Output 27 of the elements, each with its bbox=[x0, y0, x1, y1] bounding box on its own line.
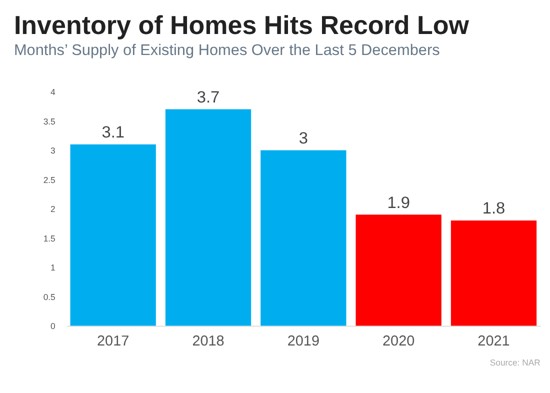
data-label: 1.8 bbox=[482, 200, 506, 218]
data-label: 3.7 bbox=[196, 88, 220, 107]
y-tick-label: 2 bbox=[50, 204, 56, 214]
y-tick-label: 1.5 bbox=[43, 233, 56, 244]
y-tick-label: 0.5 bbox=[43, 292, 56, 302]
y-tick-label: 2.5 bbox=[43, 174, 56, 185]
chart-title: Inventory of Homes Hits Record Low bbox=[14, 10, 470, 40]
y-tick-label: 3.5 bbox=[43, 116, 56, 126]
y-tick-label: 4 bbox=[50, 87, 56, 98]
x-tick-label: 2019 bbox=[287, 334, 320, 350]
y-tick-label: 0 bbox=[50, 321, 56, 332]
x-tick-label: 2021 bbox=[478, 334, 510, 350]
x-tick-label: 2020 bbox=[382, 334, 415, 350]
x-tick-label: 2018 bbox=[192, 334, 224, 350]
bar bbox=[165, 109, 252, 326]
data-label: 1.9 bbox=[387, 194, 410, 212]
bar bbox=[70, 144, 156, 326]
chart-subtitle: Months’ Supply of Existing Homes Over the Last 5 Decembers bbox=[14, 42, 440, 60]
y-tick-label: 1 bbox=[50, 262, 56, 273]
bar bbox=[356, 214, 442, 326]
y-tick-label: 3 bbox=[50, 146, 56, 156]
data-label: 3 bbox=[298, 130, 308, 148]
data-label: 3.1 bbox=[102, 124, 124, 142]
bar bbox=[450, 220, 537, 326]
source-note: Source: NAR bbox=[490, 357, 540, 368]
bar bbox=[260, 150, 346, 326]
x-tick-label: 2017 bbox=[97, 334, 130, 350]
